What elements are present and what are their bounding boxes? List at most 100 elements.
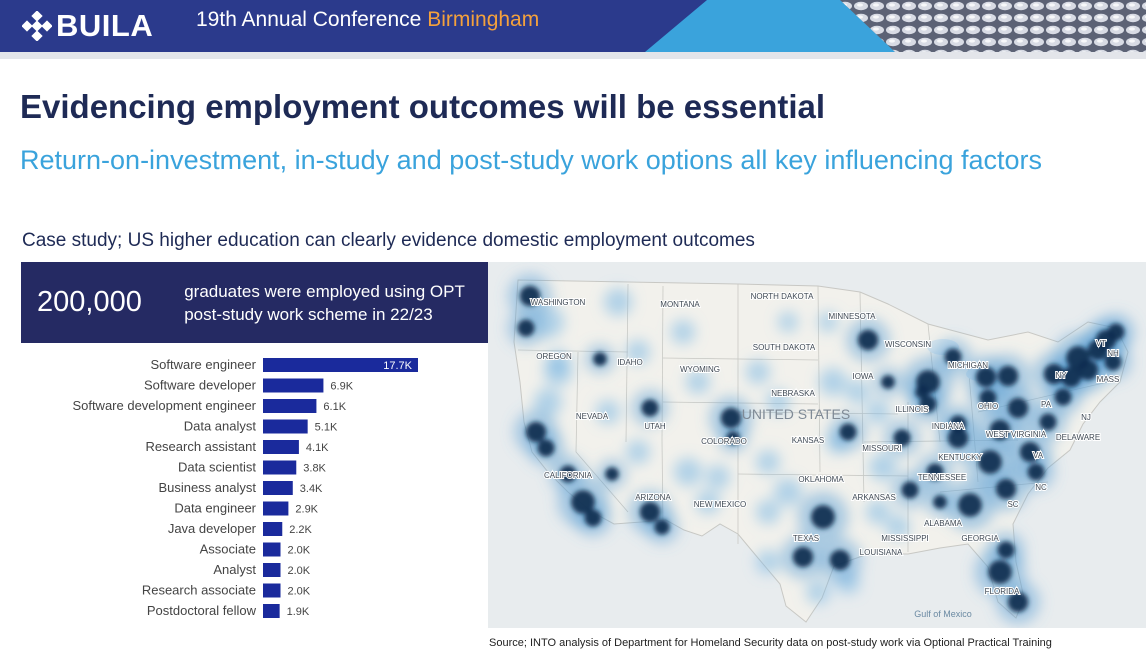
state-label: TENNESSEE (918, 473, 966, 482)
state-label: IDAHO (617, 358, 642, 367)
heat-point (829, 549, 851, 571)
heat-point (866, 500, 890, 524)
heat-point (571, 490, 595, 514)
heat-point (1104, 353, 1122, 371)
state-label: WASHINGTON (531, 298, 586, 307)
heat-point (988, 560, 1012, 584)
bar (263, 481, 293, 495)
bar-category-label: Research associate (142, 583, 256, 598)
heat-point (584, 509, 602, 527)
bar-category-label: Data scientist (178, 460, 256, 475)
heat-point (746, 360, 770, 384)
state-label: MISSISSIPPI (881, 534, 929, 543)
heat-point (593, 352, 607, 366)
heat-point (726, 431, 740, 445)
state-label: PA (1041, 400, 1052, 409)
state-label: IOWA (852, 372, 874, 381)
heat-point (559, 465, 577, 483)
state-label: SC (1007, 500, 1018, 509)
heat-point (818, 312, 838, 332)
heat-point (519, 285, 541, 307)
heat-point (997, 365, 1019, 387)
heat-point (756, 500, 780, 524)
heat-point (626, 440, 650, 464)
heat-point (756, 450, 780, 474)
heat-point (866, 400, 890, 424)
bar-value-label: 2.0K (288, 565, 311, 577)
heat-point (686, 370, 710, 394)
heat-point (933, 495, 947, 509)
heat-point (926, 463, 944, 481)
state-label: INDIANA (932, 422, 965, 431)
heat-point (944, 348, 962, 366)
bar (263, 542, 281, 557)
heat-point (1054, 388, 1072, 406)
heat-point (893, 429, 911, 447)
heat-point (819, 368, 847, 396)
heat-point (671, 320, 695, 344)
bar-chart-svg: Software engineer 17.7K Software developer… (72, 357, 418, 618)
gulf-label: Gulf of Mexico (914, 609, 972, 619)
bar (263, 563, 281, 577)
state-label: FLORIDA (985, 587, 1020, 596)
heat-point (537, 439, 555, 457)
heat-point (989, 419, 1011, 441)
heat-point (915, 385, 929, 399)
state-label: COLORADO (701, 437, 747, 446)
state-label: MISSOURI (862, 444, 902, 453)
state-label: ARKANSAS (852, 493, 896, 502)
heat-point (696, 490, 720, 514)
occupation-bar-chart: Software engineer 17.7K Software developer… (21, 356, 461, 624)
bar-value-label: 1.9K (287, 606, 310, 618)
heat-point (1107, 323, 1125, 341)
bar-value-label: 4.1K (306, 442, 329, 454)
bar (263, 460, 297, 475)
case-study-heading: Case study; US higher education can clea… (22, 230, 755, 251)
bar-category-label: Software engineer (150, 357, 256, 372)
banner-decoration (645, 0, 1146, 52)
state-label: MONTANA (660, 300, 700, 309)
buila-logo-icon (22, 11, 52, 41)
heat-point (978, 450, 1002, 474)
heat-point (639, 501, 661, 523)
header-divider (0, 52, 1146, 59)
state-label: NY (1055, 371, 1067, 380)
heat-point (975, 366, 997, 388)
state-label: KENTUCKY (938, 453, 982, 462)
state-label: WEST VIRGINIA (986, 430, 1047, 439)
heat-point (1077, 359, 1099, 381)
bar-value-label: 2.2K (289, 524, 312, 536)
bar-category-label: Research assistant (145, 439, 256, 454)
heat-point (525, 421, 547, 443)
state-label: ILLINOIS (896, 405, 929, 414)
state-label: TEXAS (793, 534, 819, 543)
state-label: SOUTH DAKOTA (753, 343, 816, 352)
heat-point (674, 458, 702, 486)
state-label: DELAWARE (1056, 433, 1100, 442)
heat-point (1039, 413, 1057, 431)
heat-point (979, 389, 997, 407)
heat-point (534, 388, 562, 416)
state-label: WYOMING (680, 365, 720, 374)
heat-point (756, 550, 780, 574)
heat-point (947, 427, 969, 449)
heat-point (720, 407, 742, 429)
bar (263, 358, 418, 372)
bar-category-label: Associate (200, 542, 256, 557)
heat-point (641, 399, 659, 417)
state-label: OHIO (978, 402, 998, 411)
heat-point (919, 395, 937, 413)
state-label: ARIZONA (635, 493, 671, 502)
map-svg: WASHINGTON MONTANA NORTH DAKOTA MINNESOTA OR… (508, 274, 1134, 624)
stat-callout: 200,000 graduates were employed using OP… (21, 262, 488, 343)
heat-point (846, 380, 870, 404)
state-label: NEW MEXICO (694, 500, 746, 509)
bar-category-label: Business analyst (158, 480, 256, 495)
heat-point (605, 467, 619, 481)
heat-point (654, 519, 670, 535)
conference-title: 19th Annual Conference Birmingham (196, 8, 540, 31)
stat-number: 200,000 (37, 286, 142, 318)
heat-point (1007, 591, 1029, 613)
heat-point (517, 319, 535, 337)
state-label: UTAH (644, 422, 665, 431)
